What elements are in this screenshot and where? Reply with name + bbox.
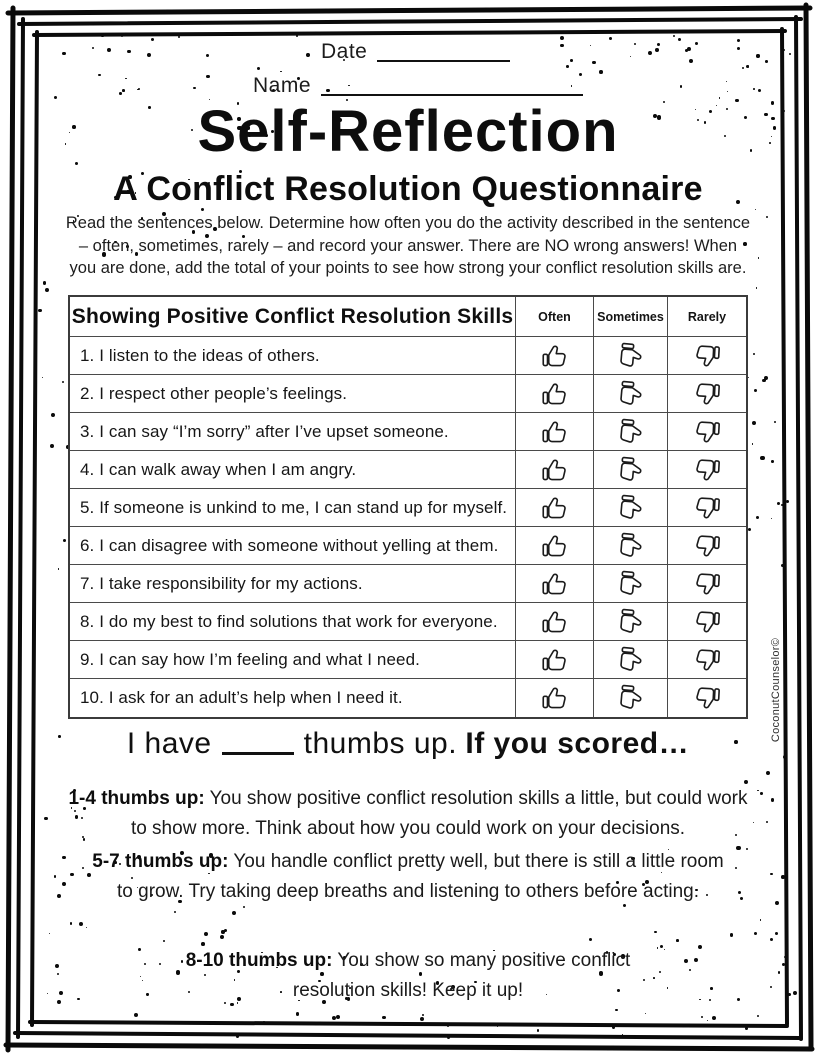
name-field: Name [253,74,584,98]
result-range-1-4: 1-4 thumbs up: You show positive conflic… [58,784,758,844]
statement-cell: 6. I can disagree with someone without y… [70,527,516,565]
result-8-10-label: 8-10 thumbs up: [185,950,333,971]
thumb-sideways-icon[interactable] [594,565,668,603]
thumb-down-icon[interactable] [668,565,746,603]
column-header-sometimes: Sometimes [594,297,668,337]
statement-cell: 1. I listen to the ideas of others. [70,337,516,375]
result-8-10-text: You show so many positive conflict resol… [292,950,631,1001]
instructions: Read the sentences below. Determine how … [0,212,816,280]
thumb-sideways-icon[interactable] [594,375,668,413]
column-header-rarely: Rarely [668,297,746,337]
page-subtitle: A Conflict Resolution Questionnaire [113,170,703,208]
result-5-7-label: 5-7 thumbs up: [92,851,229,872]
result-5-7-text: You handle conflict pretty well, but the… [117,851,724,902]
copyright-credit: CoconutCounselor© [770,637,782,743]
thumb-down-icon[interactable] [668,337,746,375]
name-label: Name [253,74,312,97]
thumb-up-icon[interactable] [516,603,594,641]
statement-cell: 10. I ask for an adult’s help when I nee… [70,679,516,717]
thumb-down-icon[interactable] [668,413,746,451]
thumb-down-icon[interactable] [668,489,746,527]
thumb-sideways-icon[interactable] [594,451,668,489]
thumb-down-icon[interactable] [668,641,746,679]
page-title: Self-Reflection [197,99,619,164]
score-middle: thumbs up. [303,727,458,760]
score-input-line[interactable] [221,752,294,755]
date-field: Date [321,40,511,64]
thumb-down-icon[interactable] [668,451,746,489]
result-range-8-10: 8-10 thumbs up: You show so many positiv… [173,946,643,1006]
result-range-5-7: 5-7 thumbs up: You handle conflict prett… [88,847,728,907]
result-1-4-text: You show positive conflict resolution sk… [130,788,748,839]
score-suffix: If you scored… [465,727,690,760]
statement-cell: 8. I do my best to find solutions that w… [70,603,516,641]
thumb-up-icon[interactable] [516,375,594,413]
thumb-up-icon[interactable] [516,451,594,489]
skills-table: Showing Positive Conflict Resolution Ski… [68,295,748,719]
thumb-up-icon[interactable] [516,565,594,603]
thumb-up-icon[interactable] [516,641,594,679]
score-sentence: I have thumbs up. If you scored… [0,727,816,761]
score-prefix: I have [126,727,212,760]
thumb-sideways-icon[interactable] [594,527,668,565]
statement-cell: 4. I can walk away when I am angry. [70,451,516,489]
thumb-down-icon[interactable] [668,603,746,641]
result-1-4-label: 1-4 thumbs up: [68,788,205,809]
instructions-line-3: you are done, add the total of your poin… [69,259,747,277]
column-header-often: Often [516,297,594,337]
statement-cell: 5. If someone is unkind to me, I can sta… [70,489,516,527]
thumb-down-icon[interactable] [668,527,746,565]
thumb-sideways-icon[interactable] [594,641,668,679]
table-title-cell: Showing Positive Conflict Resolution Ski… [70,297,516,337]
instructions-line-2: – often, sometimes, rarely – and record … [78,236,738,255]
date-label: Date [321,40,368,63]
thumb-down-icon[interactable] [668,679,746,717]
thumb-up-icon[interactable] [516,337,594,375]
thumb-sideways-icon[interactable] [594,413,668,451]
thumb-down-icon[interactable] [668,375,746,413]
instructions-line-1: Read the sentences below. Determine how … [65,214,751,232]
thumb-sideways-icon[interactable] [594,603,668,641]
thumb-sideways-icon[interactable] [594,489,668,527]
statement-cell: 3. I can say “I’m sorry” after I’ve upse… [70,413,516,451]
statement-cell: 7. I take responsibility for my actions. [70,565,516,603]
thumb-up-icon[interactable] [516,489,594,527]
thumb-up-icon[interactable] [516,527,594,565]
name-input-line[interactable] [321,94,584,96]
date-input-line[interactable] [377,60,511,62]
statement-cell: 9. I can say how I’m feeling and what I … [70,641,516,679]
thumb-up-icon[interactable] [516,679,594,717]
thumb-sideways-icon[interactable] [594,679,668,717]
statement-cell: 2. I respect other people’s feelings. [70,375,516,413]
thumb-up-icon[interactable] [516,413,594,451]
thumb-sideways-icon[interactable] [594,337,668,375]
